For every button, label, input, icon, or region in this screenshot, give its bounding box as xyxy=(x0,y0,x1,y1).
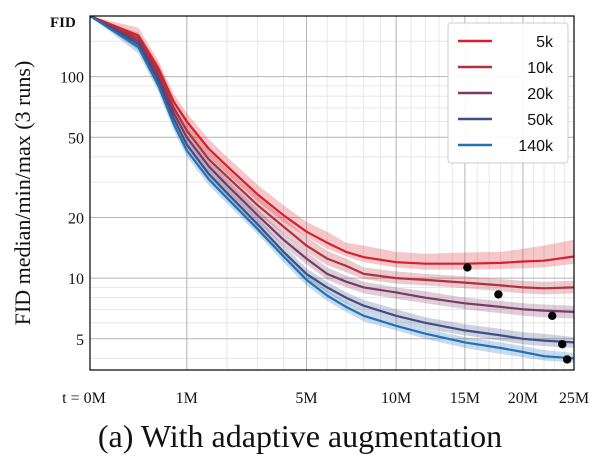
best-markers xyxy=(463,263,572,364)
series-lines xyxy=(90,16,574,360)
series-line-10k xyxy=(90,16,574,290)
legend-label-50k: 50k xyxy=(527,112,554,129)
legend-label-5k: 5k xyxy=(536,34,554,51)
legend-label-10k: 10k xyxy=(527,60,554,77)
y-tick-label: 100 xyxy=(60,70,84,87)
legend-box xyxy=(447,22,569,164)
y-tick-label: 10 xyxy=(68,271,84,288)
x-tick-label: 15M xyxy=(450,390,480,407)
x-tick-label: 25M xyxy=(559,390,589,407)
y-tick-label: 5 xyxy=(76,332,84,349)
figure-caption: (a) With adaptive augmentation xyxy=(97,418,503,454)
best-marker-20k xyxy=(548,311,557,321)
best-marker-50k xyxy=(558,340,567,349)
series-line-5k xyxy=(90,16,574,265)
y-tick-labels: 5 10 20 50 100 xyxy=(60,70,84,349)
series-line-50k xyxy=(90,16,574,344)
best-marker-5k xyxy=(463,263,472,272)
plot-frame xyxy=(89,15,575,371)
legend: 5k 10k 20k 50k 140k xyxy=(447,22,569,164)
x-tick-label: t = 0M xyxy=(62,390,106,407)
legend-label-140k: 140k xyxy=(518,138,554,155)
x-tick-label: 10M xyxy=(381,390,411,407)
x-tick-label: 5M xyxy=(295,390,317,407)
legend-label-20k: 20k xyxy=(527,86,554,103)
y-tick-label: 50 xyxy=(68,130,84,147)
x-tick-label: 20M xyxy=(508,390,538,407)
best-marker-140k xyxy=(562,355,572,364)
series-line-140k xyxy=(90,16,574,360)
x-tick-labels: t = 0M 1M 5M 10M 15M 20M 25M xyxy=(62,390,589,407)
fid-chart: t = 0M 1M 5M 10M 15M 20M 25M 5 10 20 50 100 FID FI… xyxy=(10,15,589,407)
y-axis-title: FID median/min/max (3 runs) xyxy=(10,61,35,326)
y-tick-label: 20 xyxy=(68,210,84,227)
x-tick-label: 1M xyxy=(176,390,198,407)
corner-label: FID xyxy=(50,15,76,31)
series-line-20k xyxy=(90,16,574,313)
series-band-140k xyxy=(90,16,574,363)
best-marker-10k xyxy=(494,290,503,299)
